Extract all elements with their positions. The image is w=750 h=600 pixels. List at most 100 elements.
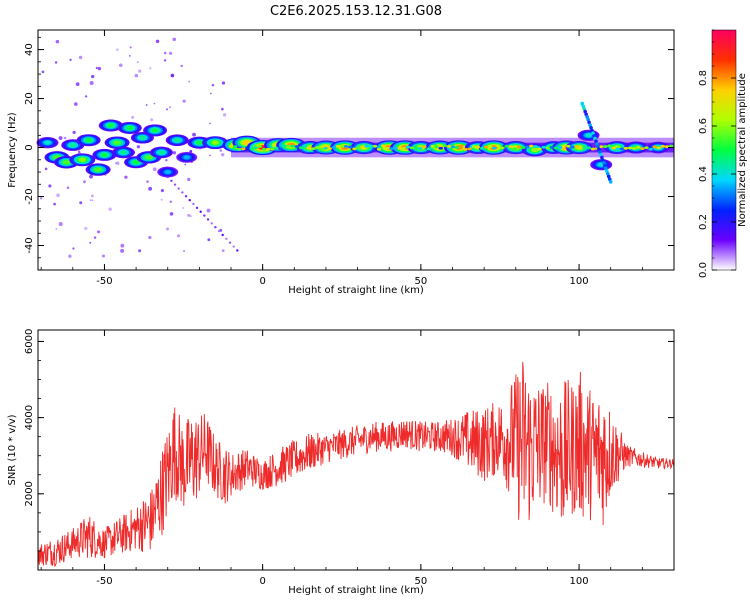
spectrogram-line-cell	[660, 144, 666, 148]
spectrogram-blob	[117, 121, 142, 134]
spectrogram-trail-cell	[206, 218, 210, 221]
spectrogram-line-cell	[381, 144, 386, 148]
spectrogram-speckle	[75, 82, 80, 87]
spectrogram-line-cell	[352, 147, 357, 151]
spectrogram-speckle	[58, 136, 63, 141]
spectrogram-line-cell	[516, 145, 522, 149]
spectrogram-diagonal-cell	[600, 155, 604, 160]
snr-x-tick-label: -50	[96, 576, 112, 587]
spectrogram-marks	[36, 37, 674, 258]
spectrogram-blob-level	[211, 140, 219, 145]
spectrogram-blob	[149, 146, 173, 159]
spectrogram-speckle	[168, 51, 173, 56]
spectrogram-speckle	[101, 254, 105, 258]
spectrogram-line-cell	[245, 146, 250, 150]
spectrogram-axes: -50 0 50 100 -40 -20 0 20 40	[24, 30, 675, 287]
spectrogram-speckle	[165, 108, 169, 111]
spectrogram-line-cell	[364, 144, 369, 148]
spectrogram-x-tick-label: 0	[259, 276, 265, 287]
spectrogram-line-cell	[249, 147, 254, 151]
spectrogram-line-cell	[627, 146, 633, 150]
spectrogram-speckle	[222, 113, 227, 117]
spectrogram-trail-cell	[214, 226, 217, 229]
spectrogram-line-cell	[442, 144, 448, 148]
spectrogram-frame	[37, 29, 675, 271]
spectrogram-line-cell	[467, 147, 472, 151]
spectrogram-line-cell	[504, 144, 509, 148]
spectrogram-line-cell	[582, 146, 587, 150]
spectrogram-speckle	[209, 154, 211, 157]
spectrogram-speckle	[78, 150, 81, 153]
spectrogram-blob-level	[183, 155, 191, 160]
spectrogram-blob	[104, 136, 130, 149]
spectrogram-speckle	[182, 99, 186, 103]
spectrogram-speckle	[221, 107, 224, 111]
spectrogram-speckle	[55, 39, 60, 44]
spectrogram-line-cell	[315, 146, 320, 149]
snr-y-axis-label: SNR (10 * v/v)	[7, 414, 18, 485]
spectrogram-speckle	[169, 212, 174, 216]
spectrogram-diagonal-cell	[587, 120, 591, 125]
spectrogram-line-cell	[557, 146, 563, 149]
spectrogram-line-cell	[290, 144, 295, 148]
spectrogram-trail-cell	[217, 229, 221, 233]
colorbar: 0.0 0.2 0.4 0.6 0.8 Normalized spectral ampl…	[698, 29, 748, 278]
spectrogram-speckle	[72, 247, 75, 250]
snr-frame	[37, 329, 675, 571]
spectrogram-line-cell	[257, 145, 263, 148]
spectrogram-speckle	[148, 186, 153, 191]
spectrogram-trail-cell	[228, 241, 232, 244]
spectrogram-diagonal-cell	[608, 180, 613, 184]
spectrogram-trail-cell	[195, 206, 199, 210]
spectrogram-line-cell	[566, 144, 571, 148]
spectrogram-line-cell	[282, 144, 287, 148]
snr-x-tick-label: 0	[259, 576, 265, 587]
spectrogram-speckle	[95, 66, 98, 70]
spectrogram-line-cell	[545, 146, 550, 150]
snr-panel: -50 0 50 100 2000 4000 6000 Height of straight…	[7, 329, 675, 596]
spectrogram-line-cell	[615, 147, 620, 151]
spectrogram-line-cell	[463, 147, 468, 151]
spectrogram-speckle	[69, 58, 72, 61]
spectrogram-line-cell	[529, 144, 534, 148]
spectrogram-speckle	[63, 136, 67, 140]
spectrogram-line-cell	[393, 146, 398, 150]
spectrogram-line-cell	[553, 146, 559, 150]
spectrogram-line-cell	[611, 146, 616, 150]
figure-title: C2E6.2025.153.12.31.G08	[270, 4, 442, 19]
spectrogram-speckle	[89, 199, 92, 202]
spectrogram-line-cell	[644, 146, 649, 150]
spectrogram-blob-level	[85, 138, 93, 143]
spectrogram-diagonal-cell	[580, 101, 585, 106]
spectrogram-line-cell	[648, 147, 653, 151]
spectrogram-diagonal-cell	[602, 161, 606, 165]
snr-axes: -50 0 50 100 2000 4000 6000	[24, 329, 675, 587]
spectrogram-line-cell	[652, 145, 657, 149]
spectrogram-speckle	[187, 213, 191, 217]
snr-x-tick-label: 100	[570, 576, 589, 587]
spectrogram-trail-cell	[221, 233, 224, 237]
spectrogram-line-cell	[623, 146, 629, 150]
spectrogram-diagonal-cell	[598, 150, 602, 154]
colorbar-ticks: 0.0 0.2 0.4 0.6 0.8	[698, 29, 736, 278]
spectrogram-speckle	[97, 230, 101, 234]
spectrogram-diagonal-cell	[603, 163, 607, 168]
spectrogram-speckle	[68, 254, 72, 258]
spectrogram-blob	[157, 166, 179, 178]
spectrogram-speckle	[219, 149, 223, 152]
spectrogram-speckle	[149, 67, 152, 70]
spectrogram-y-tick-label: -20	[24, 188, 35, 204]
spectrogram-speckle	[79, 201, 83, 205]
spectrogram-diagonal-cell	[585, 115, 589, 119]
spectrogram-speckle	[172, 37, 176, 42]
spectrogram-blob-level	[119, 150, 127, 155]
spectrogram-speckle	[91, 74, 95, 79]
spectrogram-speckle	[124, 175, 128, 179]
spectrogram-speckle	[150, 118, 154, 122]
spectrogram-speckle	[138, 69, 142, 73]
snr-y-tick-label: 4000	[24, 405, 35, 430]
spectrogram-line-cell	[253, 146, 258, 150]
spectrogram-blob	[143, 124, 168, 137]
spectrogram-line-cell	[278, 147, 283, 151]
